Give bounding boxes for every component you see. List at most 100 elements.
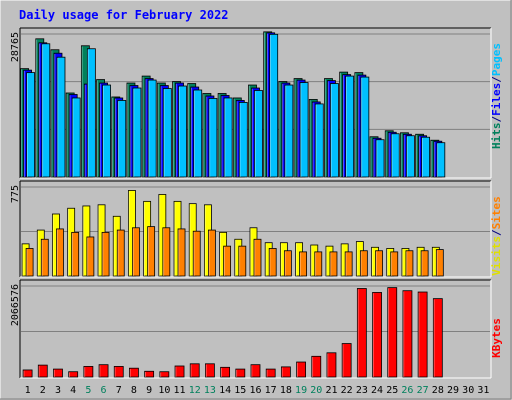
bar-pages — [223, 97, 233, 178]
bar-kbytes — [159, 371, 170, 378]
x-tick-label: 3 — [55, 385, 61, 396]
bar-kbytes — [326, 352, 337, 378]
x-tick-label: 11 — [174, 385, 186, 396]
chart-panels: 28765Hits/Files/Pages775Visits/Sites2066… — [10, 27, 503, 379]
bar-kbytes — [113, 366, 124, 378]
bar-kbytes — [22, 369, 33, 378]
bar-pages — [56, 56, 66, 178]
legend-kbytes: KBytes — [490, 318, 503, 358]
bar-kbytes — [250, 364, 261, 378]
x-tick-label: 30 — [462, 385, 474, 396]
legend-entry: Visits — [490, 236, 503, 276]
bar-pages — [117, 100, 127, 178]
x-tick-label: 16 — [249, 385, 261, 396]
bar-pages — [421, 136, 431, 178]
x-tick-label: 13 — [204, 385, 216, 396]
x-tick-label: 20 — [310, 385, 322, 396]
panel-kbytes: 2066576 KBytes — [10, 279, 503, 379]
x-tick-label: 28 — [432, 385, 444, 396]
x-tick-label: 22 — [341, 385, 353, 396]
x-tick-label: 24 — [371, 385, 383, 396]
bar-sites — [268, 248, 277, 277]
x-tick-label: 18 — [280, 385, 292, 396]
legend-entry: KBytes — [490, 318, 503, 358]
legend-entry: / — [490, 229, 503, 236]
bar-sites — [223, 245, 232, 277]
legend-hits-files-pages: Hits/Files/Pages — [490, 43, 503, 149]
y-max-label: 28765 — [10, 32, 21, 62]
bar-kbytes — [296, 361, 306, 378]
bar-kbytes — [341, 343, 352, 378]
bar-sites — [25, 248, 34, 277]
bar-kbytes — [129, 367, 139, 378]
panel-background — [20, 280, 491, 378]
bar-sites — [405, 250, 414, 277]
legend-visits-sites: Visits/Sites — [490, 196, 503, 276]
bar-pages — [284, 84, 294, 178]
x-tick-label: 7 — [116, 385, 122, 396]
bar-kbytes — [311, 355, 322, 378]
x-tick-label: 14 — [219, 385, 231, 396]
bar-kbytes — [68, 371, 79, 378]
bar-kbytes — [53, 368, 63, 378]
bar-sites — [359, 250, 368, 277]
y-max-label: 775 — [10, 185, 21, 203]
bar-pages — [436, 142, 446, 178]
bar-pages — [178, 85, 187, 178]
bar-pages — [208, 98, 218, 178]
x-axis: 1 2 3 4 5 6 7 8 9 10 11 12 13 14 15 16 17 18 19 20 21 22 23 24 2… — [25, 385, 490, 396]
bar-sites — [56, 228, 64, 277]
bar-sites — [435, 249, 444, 277]
bar-pages — [41, 43, 51, 178]
bar-kbytes — [37, 364, 48, 378]
x-tick-label: 8 — [131, 385, 137, 396]
bar-sites — [375, 250, 383, 277]
x-tick-label: 15 — [234, 385, 246, 396]
bar-pages — [330, 83, 339, 178]
legend-entry: Hits — [490, 123, 503, 150]
bar-sites — [192, 230, 201, 277]
bar-kbytes — [205, 363, 215, 378]
bar-sites — [283, 250, 292, 277]
bar-pages — [360, 76, 370, 178]
legend-entry: Pages — [490, 43, 503, 76]
bar-kbytes — [98, 364, 109, 378]
x-tick-label: 23 — [356, 385, 368, 396]
bar-kbytes — [402, 290, 413, 378]
bar-pages — [406, 135, 415, 178]
bar-sites — [344, 251, 353, 277]
bar-sites — [253, 238, 262, 277]
x-tick-label: 29 — [447, 385, 459, 396]
bar-sites — [86, 236, 95, 277]
bar-pages — [26, 72, 35, 178]
y-max-label: 2066576 — [10, 284, 21, 326]
bar-sites — [329, 251, 338, 277]
x-tick-label: 6 — [101, 385, 107, 396]
bar-pages — [147, 79, 157, 178]
bar-kbytes — [280, 366, 291, 378]
bar-kbytes — [189, 363, 200, 378]
bar-kbytes — [235, 368, 246, 378]
bar-sites — [390, 251, 399, 277]
legend-entry: Sites — [490, 196, 503, 229]
x-tick-label: 19 — [295, 385, 307, 396]
bar-pages — [132, 87, 142, 178]
bar-pages — [345, 75, 355, 178]
bar-sites — [299, 251, 307, 277]
bar-pages — [269, 33, 279, 178]
x-tick-label: 31 — [477, 385, 489, 396]
bar-kbytes — [372, 292, 382, 378]
x-tick-label: 1 — [25, 385, 31, 396]
bar-pages — [71, 97, 81, 178]
legend-entry: / — [490, 116, 503, 123]
bar-pages — [390, 133, 400, 178]
bar-sites — [132, 227, 140, 277]
bar-kbytes — [432, 298, 443, 378]
bar-pages — [238, 102, 248, 178]
x-tick-label: 17 — [265, 385, 277, 396]
bar-kbytes — [220, 366, 231, 378]
bar-pages — [102, 84, 111, 178]
x-tick-label: 27 — [417, 385, 429, 396]
